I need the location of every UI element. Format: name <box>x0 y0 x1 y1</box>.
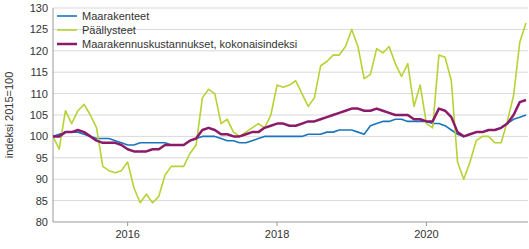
y-tick-label: 115 <box>30 66 48 78</box>
y-tick-label: 95 <box>36 152 48 164</box>
legend-swatch <box>57 43 77 46</box>
x-tick-label: 2016 <box>115 228 139 240</box>
legend-swatch <box>57 15 77 17</box>
grid-line <box>53 222 528 223</box>
series-line <box>53 100 526 151</box>
plot-area <box>53 23 526 203</box>
y-tick-label: 125 <box>30 23 48 35</box>
grid-line <box>53 93 528 94</box>
grid-line <box>53 200 528 201</box>
series-line <box>53 23 526 203</box>
y-tick-label: 110 <box>30 88 48 100</box>
grid-line <box>53 50 528 51</box>
grid-line <box>53 72 528 73</box>
y-tick-label: 130 <box>30 2 48 14</box>
y-tick-label: 100 <box>30 130 48 142</box>
legend-label: Maarakennuskustannukset, kokonaisindeksi <box>82 38 297 50</box>
y-tick-label: 80 <box>36 216 48 228</box>
legend-swatch <box>57 29 77 31</box>
y-tick-label: 90 <box>36 173 48 185</box>
x-tick <box>127 222 128 226</box>
x-tick <box>426 222 427 226</box>
y-tick-label: 120 <box>30 45 48 57</box>
legend-label: Maarakenteet <box>82 10 149 22</box>
x-tick-label: 2018 <box>265 228 289 240</box>
y-axis-label: indeksi 2015=100 <box>3 72 15 159</box>
chart: 80 85 90 95 100 105 110 115 120 125 130 2016 2018 202… <box>0 0 529 249</box>
y-axis-line <box>53 8 54 222</box>
y-tick-label: 85 <box>36 195 48 207</box>
y-tick-label: 105 <box>30 109 48 121</box>
grid-line <box>53 179 528 180</box>
grid-line <box>53 115 528 116</box>
x-tick-label: 2020 <box>414 228 438 240</box>
legend-label: Päällysteet <box>82 24 136 36</box>
grid-line <box>53 8 528 9</box>
x-tick <box>277 222 278 226</box>
